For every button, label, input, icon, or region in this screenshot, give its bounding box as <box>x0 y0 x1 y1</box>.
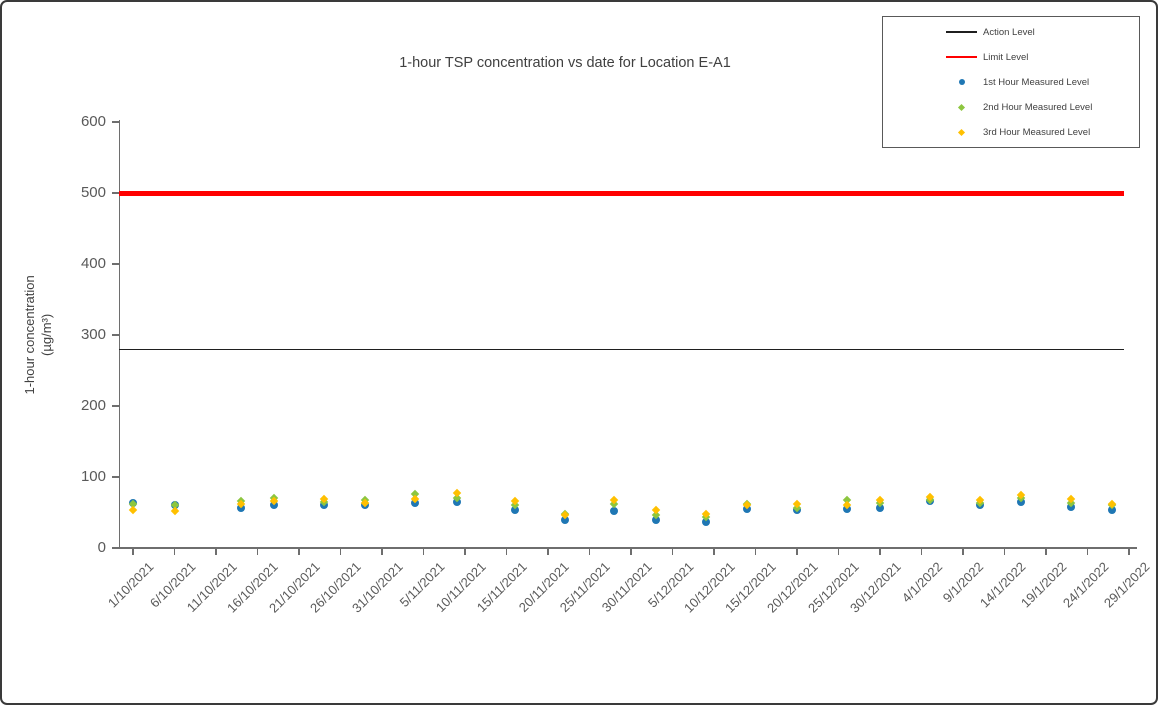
x-tick <box>837 549 840 555</box>
data-point-3rd-hour <box>128 505 138 514</box>
data-point-1st-hour <box>1108 506 1117 515</box>
x-tick <box>215 549 217 555</box>
x-tick <box>464 549 466 555</box>
x-tick <box>630 549 632 555</box>
x-tick <box>588 549 591 555</box>
y-tick-label: 200 <box>80 397 106 414</box>
x-tick <box>1128 549 1130 555</box>
y-tick-label: 0 <box>97 539 106 556</box>
x-tick <box>1045 549 1047 555</box>
y-tick-label: 600 <box>80 113 106 130</box>
y-tick-label: 100 <box>80 468 106 485</box>
x-tick <box>132 549 134 555</box>
x-tick <box>381 549 383 555</box>
x-tick <box>1086 549 1089 555</box>
data-point-1st-hour <box>560 516 569 525</box>
x-tick <box>713 549 715 555</box>
data-point-1st-hour <box>651 516 660 525</box>
legend-label-1st-hour: 1st Hour Measured Level <box>983 76 1090 88</box>
x-tick <box>962 549 964 555</box>
1st-hour-marker-sample <box>958 79 965 85</box>
y-tick-label: 400 <box>80 255 106 272</box>
data-point-1st-hour <box>876 503 884 512</box>
y-tick-label: 500 <box>80 184 106 201</box>
x-tick <box>796 549 798 555</box>
x-tick <box>671 549 674 555</box>
legend-item-3rd-hour: 3rd Hour Measured Level <box>883 120 1139 144</box>
y-axis-line <box>118 120 120 549</box>
y-tick <box>112 263 119 265</box>
legend-item-1st-hour: 1st Hour Measured Level <box>883 70 1139 94</box>
limit-level-line-sample <box>946 56 977 58</box>
x-tick <box>879 549 881 555</box>
x-tick <box>1003 549 1006 555</box>
y-tick <box>112 547 119 549</box>
limit-level-line <box>119 190 1124 196</box>
x-tick <box>920 549 923 555</box>
data-point-1st-hour <box>510 505 519 514</box>
data-point-1st-hour <box>701 517 710 526</box>
legend-item-action-level: Action Level <box>883 20 1139 44</box>
x-tick <box>754 549 757 555</box>
x-tick <box>505 549 508 555</box>
x-tick <box>256 549 259 555</box>
y-tick <box>112 121 119 123</box>
action-level-line-sample <box>946 31 977 33</box>
y-tick <box>112 192 119 194</box>
chart-title: 1-hour TSP concentration vs date for Loc… <box>399 55 731 71</box>
data-point-1st-hour <box>1017 497 1026 506</box>
legend-item-2nd-hour: 2nd Hour Measured Level <box>883 95 1139 119</box>
y-tick <box>112 405 119 407</box>
data-point-1st-hour <box>610 507 619 516</box>
x-tick <box>339 549 342 555</box>
x-axis-line <box>119 547 1137 549</box>
legend-label-2nd-hour: 2nd Hour Measured Level <box>983 101 1093 113</box>
legend-label-action-level: Action Level <box>983 26 1035 38</box>
legend-label-limit-level: Limit Level <box>983 51 1029 63</box>
legend: Action Level Limit Level 1st Hour Measured… <box>882 16 1140 148</box>
x-tick <box>547 549 549 555</box>
x-tick-label: 4/1/2022 <box>898 559 946 606</box>
action-level-line <box>119 348 1124 350</box>
y-tick <box>112 334 119 336</box>
data-point-1st-hour <box>452 497 461 506</box>
legend-swatch-action-level <box>946 31 977 33</box>
y-tick <box>112 476 119 478</box>
x-tick <box>173 549 176 555</box>
legend-item-limit-level: Limit Level <box>883 45 1139 69</box>
legend-swatch-1st-hour <box>946 79 977 85</box>
legend-swatch-limit-level <box>946 56 977 58</box>
x-tick <box>298 549 300 555</box>
x-tick <box>422 549 425 555</box>
data-point-1st-hour <box>842 504 851 513</box>
y-tick-label: 300 <box>80 326 106 343</box>
legend-label-3rd-hour: 3rd Hour Measured Level <box>983 126 1091 138</box>
